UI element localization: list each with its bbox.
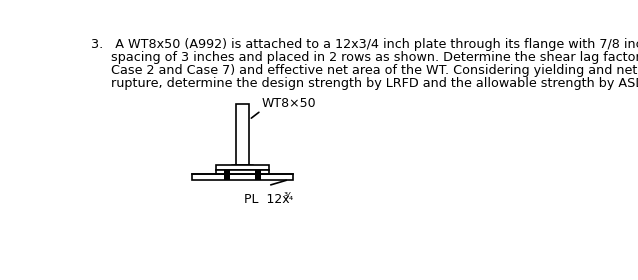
Bar <box>192 174 293 179</box>
Bar <box>255 169 261 179</box>
Text: PL  12x: PL 12x <box>244 193 290 206</box>
Bar <box>236 104 249 165</box>
Bar <box>216 169 269 174</box>
Bar <box>216 165 269 169</box>
Text: rupture, determine the design strength by LRFD and the allowable strength by ASD: rupture, determine the design strength b… <box>91 78 638 90</box>
Text: Case 2 and Case 7) and effective net area of the WT. Considering yielding and ne: Case 2 and Case 7) and effective net are… <box>91 64 638 77</box>
Bar <box>224 169 230 179</box>
Text: spacing of 3 inches and placed in 2 rows as shown. Determine the shear lag facto: spacing of 3 inches and placed in 2 rows… <box>91 51 638 64</box>
Text: 3.   A WT8x50 (A992) is attached to a 12x3/4 inch plate through its flange with : 3. A WT8x50 (A992) is attached to a 12x3… <box>91 38 638 51</box>
Text: WT8×50: WT8×50 <box>262 97 316 110</box>
Text: ³⁄₄: ³⁄₄ <box>283 192 293 202</box>
